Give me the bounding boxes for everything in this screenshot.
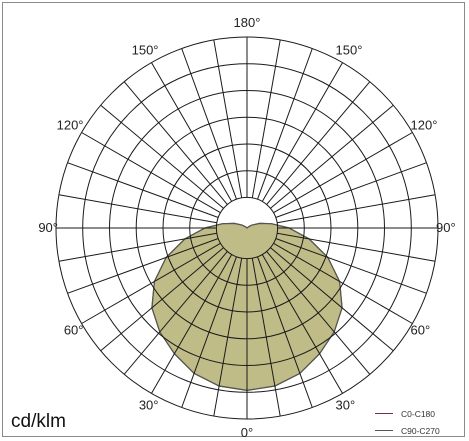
grid-spoke (181, 48, 237, 200)
legend-swatch-c90-c270 (375, 430, 393, 431)
grid-spoke (67, 162, 219, 218)
unit-label: cd/klm (11, 411, 66, 432)
grid-spoke (277, 232, 436, 262)
grid-spoke (275, 238, 427, 294)
grid-spoke (251, 39, 281, 198)
grid-spoke (123, 81, 228, 205)
grid-spoke (251, 258, 281, 417)
legend-label-c0-c180: C0-C180 (401, 408, 436, 419)
legend-item-c0-c180: C0-C180 (375, 405, 467, 422)
grid-spoke (100, 247, 224, 352)
angle-label: 180° (234, 15, 261, 30)
angle-label: 150° (336, 43, 363, 58)
grid-spoke (257, 256, 313, 408)
grid-spoke (261, 62, 343, 202)
legend-item-c90-c270: C90-C270 (375, 422, 467, 439)
angle-label: 30° (139, 398, 159, 413)
grid-spoke (266, 251, 371, 375)
grid-spoke (100, 104, 224, 209)
angle-label: 60° (64, 323, 84, 338)
angle-label: 60° (411, 323, 431, 338)
angle-label: 120° (57, 118, 84, 133)
grid-spoke (151, 254, 233, 394)
legend: C0-C180 C90-C270 (375, 405, 467, 439)
grid-spoke (67, 238, 219, 294)
grid-spoke (58, 194, 217, 224)
angle-label: 120° (411, 118, 438, 133)
grid-spoke (81, 242, 221, 324)
angle-label: 150° (132, 43, 159, 58)
angle-label: 90° (38, 220, 58, 235)
grid-spoke (270, 104, 394, 209)
grid-spoke (58, 232, 217, 262)
grid-spoke (273, 242, 413, 324)
intensity-curve-c90-c270 (151, 222, 343, 392)
grid-spoke (151, 62, 233, 202)
angle-label: 0° (241, 425, 253, 438)
grid-spoke (270, 247, 394, 352)
grid-spoke (261, 254, 343, 394)
grid-spoke (277, 194, 436, 224)
grid-spoke (81, 132, 221, 214)
grid-spoke (181, 256, 237, 408)
polar-diagram: 0° 30° 60° 90° 120° 150° 180° 150° 120° 90° 60° 30° (38, 15, 456, 438)
grid-spoke (266, 81, 371, 205)
angle-label: 30° (336, 398, 356, 413)
grid-spoke (213, 258, 243, 417)
legend-swatch-c0-c180 (375, 413, 393, 414)
grid-spoke (123, 251, 228, 375)
grid-spoke (273, 132, 413, 214)
angle-label: 90° (436, 220, 456, 235)
grid-spoke (257, 48, 313, 200)
grid-spoke (213, 39, 243, 198)
legend-label-c90-c270: C90-C270 (401, 425, 440, 436)
grid-spoke (275, 162, 427, 218)
